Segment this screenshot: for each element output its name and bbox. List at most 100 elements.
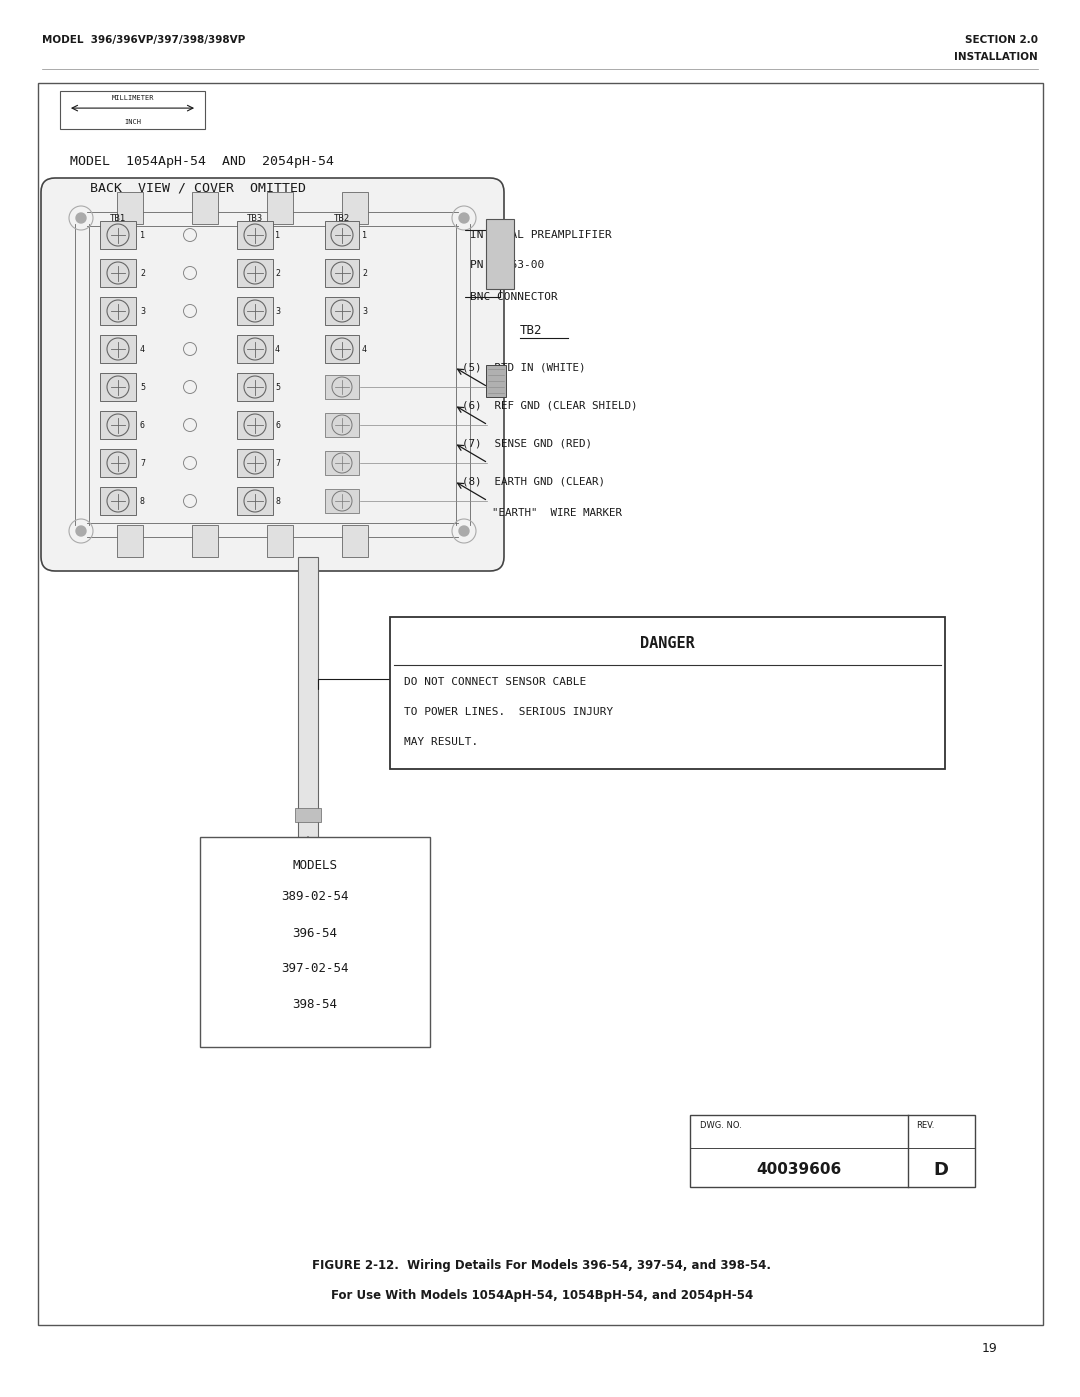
Bar: [100, 221, 136, 249]
Text: 397-02-54: 397-02-54: [281, 963, 349, 975]
Text: 4: 4: [140, 345, 145, 353]
Circle shape: [459, 212, 469, 224]
Bar: [117, 525, 143, 557]
Bar: [100, 411, 136, 439]
Bar: [298, 557, 318, 868]
Bar: [325, 414, 359, 437]
Text: FIGURE 2-12.  Wiring Details For Models 396-54, 397-54, and 398-54.: FIGURE 2-12. Wiring Details For Models 3…: [312, 1259, 771, 1271]
Bar: [100, 335, 136, 363]
Text: SENSOR CABLE: SENSOR CABLE: [420, 673, 501, 685]
Text: 19: 19: [982, 1343, 998, 1355]
Text: 6: 6: [140, 420, 145, 429]
Text: 4: 4: [362, 345, 367, 353]
Text: 7: 7: [275, 458, 280, 468]
Bar: [100, 373, 136, 401]
Bar: [267, 525, 293, 557]
Text: PN 23363-00: PN 23363-00: [470, 260, 544, 270]
Text: 3: 3: [362, 306, 367, 316]
Text: BACK  VIEW / COVER  OMITTED: BACK VIEW / COVER OMITTED: [90, 182, 306, 194]
Text: DANGER: DANGER: [640, 636, 694, 651]
Text: (8)  EARTH GND (CLEAR): (8) EARTH GND (CLEAR): [462, 476, 605, 486]
Text: 5: 5: [275, 383, 280, 391]
Text: DWG. NO.: DWG. NO.: [700, 1120, 742, 1130]
Text: 2: 2: [362, 268, 367, 278]
Circle shape: [459, 527, 469, 536]
Bar: [60, 91, 205, 129]
Text: LONG: LONG: [705, 673, 732, 685]
Text: 389-02-54: 389-02-54: [281, 890, 349, 904]
Text: 2: 2: [275, 268, 280, 278]
Bar: [192, 191, 218, 224]
Text: 398-54: 398-54: [293, 999, 337, 1011]
Bar: [325, 451, 359, 475]
Bar: [237, 373, 273, 401]
Bar: [237, 258, 273, 286]
Bar: [267, 191, 293, 224]
Bar: [117, 191, 143, 224]
Bar: [192, 525, 218, 557]
Text: (5)  RTD IN (WHITE): (5) RTD IN (WHITE): [462, 362, 585, 372]
Text: SECTION 2.0: SECTION 2.0: [966, 35, 1038, 45]
Text: 1: 1: [362, 231, 367, 239]
Text: TO POWER LINES.  SERIOUS INJURY: TO POWER LINES. SERIOUS INJURY: [404, 707, 613, 717]
Bar: [100, 488, 136, 515]
Text: INCH: INCH: [124, 119, 141, 124]
Text: TB2: TB2: [334, 214, 350, 224]
Text: (7)  SENSE GND (RED): (7) SENSE GND (RED): [462, 439, 592, 448]
Text: INSTALLATION: INSTALLATION: [955, 52, 1038, 61]
Bar: [295, 807, 321, 821]
Text: DO NOT CONNECT SENSOR CABLE: DO NOT CONNECT SENSOR CABLE: [404, 678, 586, 687]
Text: "EARTH"  WIRE MARKER: "EARTH" WIRE MARKER: [492, 509, 622, 518]
Text: MODEL  396/396VP/397/398/398VP: MODEL 396/396VP/397/398/398VP: [42, 35, 245, 45]
Bar: [486, 365, 507, 397]
Bar: [325, 258, 359, 286]
Bar: [325, 374, 359, 400]
Bar: [325, 298, 359, 326]
Text: BNC CONNECTOR: BNC CONNECTOR: [470, 292, 557, 302]
Text: 1: 1: [275, 231, 280, 239]
Text: For Use With Models 1054ApH-54, 1054BpH-54, and 2054pH-54: For Use With Models 1054ApH-54, 1054BpH-…: [330, 1288, 753, 1302]
Text: MILLIMETER: MILLIMETER: [111, 95, 153, 101]
Text: INTEGRAL PREAMPLIFIER: INTEGRAL PREAMPLIFIER: [470, 231, 611, 240]
Text: MODEL  1054ApH-54  AND  2054pH-54: MODEL 1054ApH-54 AND 2054pH-54: [70, 155, 334, 168]
Text: TB2: TB2: [519, 324, 542, 337]
Text: 3: 3: [140, 306, 145, 316]
Bar: [237, 488, 273, 515]
Bar: [100, 258, 136, 286]
Bar: [100, 298, 136, 326]
Circle shape: [76, 212, 86, 224]
Bar: [342, 525, 368, 557]
Text: 5: 5: [140, 383, 145, 391]
Text: 4: 4: [275, 345, 280, 353]
Text: REV.: REV.: [916, 1120, 934, 1130]
Text: TB3: TB3: [247, 214, 264, 224]
Bar: [237, 411, 273, 439]
Text: 1: 1: [140, 231, 145, 239]
Text: 6: 6: [275, 420, 280, 429]
Bar: [38, 82, 1043, 1324]
Bar: [342, 191, 368, 224]
Text: TB1: TB1: [110, 214, 126, 224]
Bar: [486, 219, 514, 289]
Text: MODELS: MODELS: [293, 859, 337, 872]
Text: 396-54: 396-54: [293, 926, 337, 940]
Bar: [237, 448, 273, 476]
Bar: [325, 221, 359, 249]
Text: D: D: [933, 1161, 948, 1179]
Bar: [200, 837, 430, 1046]
Text: 2: 2: [140, 268, 145, 278]
Bar: [100, 448, 136, 476]
Text: 15 FT: 15 FT: [631, 697, 663, 707]
Circle shape: [76, 527, 86, 536]
Text: 8: 8: [275, 496, 280, 506]
Text: 8: 8: [140, 496, 145, 506]
Text: MAY RESULT.: MAY RESULT.: [404, 738, 478, 747]
Text: 7: 7: [140, 458, 145, 468]
Text: 40039606: 40039606: [756, 1162, 841, 1178]
Text: (6)  REF GND (CLEAR SHIELD): (6) REF GND (CLEAR SHIELD): [462, 400, 637, 409]
Bar: [390, 617, 945, 768]
Bar: [237, 335, 273, 363]
Bar: [325, 489, 359, 513]
Text: 3: 3: [275, 306, 280, 316]
FancyBboxPatch shape: [41, 177, 504, 571]
